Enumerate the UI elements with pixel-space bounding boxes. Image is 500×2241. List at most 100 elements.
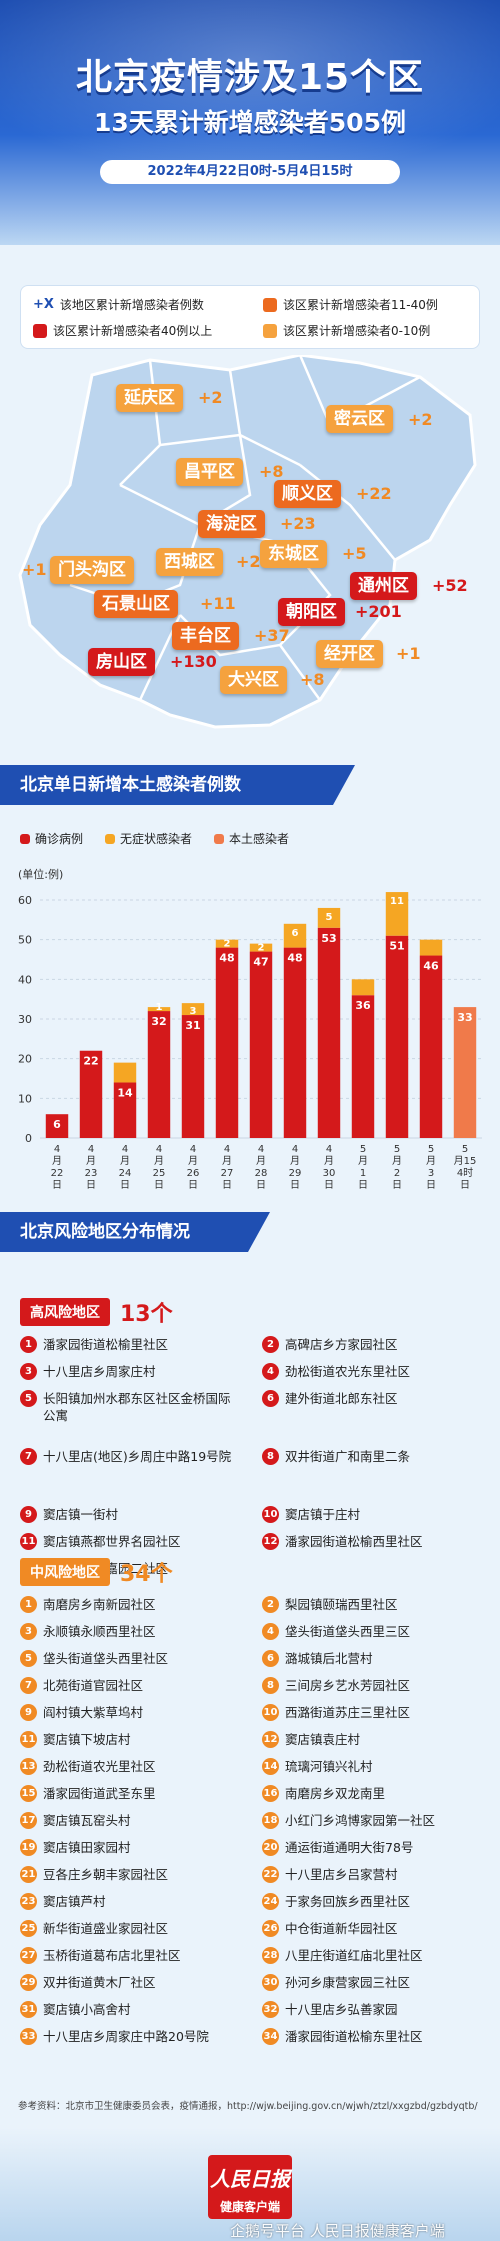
district-label-jingkai: 经开区 [316, 640, 383, 668]
x-tick-label: 月 [358, 1155, 368, 1167]
district-count-chaoyang: +201 [355, 602, 402, 621]
bar-confirmed [113, 1082, 137, 1138]
mid-risk-item: 12 窦店镇袁庄村 [262, 1731, 482, 1748]
bar-label-confirmed: 31 [185, 1019, 200, 1032]
x-tick-label: 日 [426, 1180, 436, 1191]
district-label-daxing: 大兴区 [220, 666, 287, 694]
item-number-badge: 20 [262, 1839, 279, 1856]
bar-asymptomatic [385, 892, 409, 936]
area-name: 窦店镇下坡店村 [43, 1732, 131, 1747]
mid-risk-item: 6 潞城镇后北营村 [262, 1650, 482, 1667]
area-name: 梨园镇颐瑞西里社区 [285, 1597, 398, 1612]
area-name: 豆各庄乡朝丰家园社区 [43, 1867, 169, 1882]
source-note: 参考资料：北京市卫生健康委员会表，疫情通报，http://wjw.beijing… [18, 2101, 478, 2112]
mid-risk-tag: 中风险地区 [20, 1558, 110, 1586]
legend-item-plus: +X 该地区累计新增感染者例数 [33, 296, 204, 313]
x-tick-label: 2 [394, 1168, 400, 1179]
high-risk-item: 12 潘家园街道松榆西里社区 [262, 1533, 482, 1550]
x-tick-label: 月 [86, 1155, 96, 1167]
bar-label-confirmed: 51 [389, 940, 404, 953]
item-number-badge: 25 [20, 1920, 37, 1937]
x-tick-label: 日 [256, 1180, 266, 1191]
area-name: 通运街道通明大街78号 [285, 1840, 414, 1855]
district-label-chaoyang: 朝阳区 [278, 598, 345, 626]
high-risk-item: 3 十八里店乡周家庄村 [20, 1363, 240, 1380]
item-number-badge: 11 [20, 1533, 37, 1550]
bar-asymptomatic [317, 907, 341, 928]
mid-risk-item: 33 十八里店乡周家庄中路20号院 [20, 2028, 240, 2045]
district-label-dongcheng: 东城区 [260, 540, 327, 568]
area-name: 潘家园街道武圣东里 [43, 1786, 156, 1801]
x-tick-label: 日 [460, 1180, 470, 1191]
area-name: 长阳镇加州水郡东区社区金桥国际公寓 [43, 1391, 231, 1423]
district-count-fangshan: +130 [170, 652, 217, 671]
mid-risk-item: 5 垡头街道垡头西里社区 [20, 1650, 240, 1667]
bar-label-confirmed: 6 [53, 1118, 61, 1131]
item-number-badge: 4 [262, 1363, 279, 1380]
x-tick-label: 月 [324, 1155, 334, 1167]
area-name: 潘家园街道松榆东里社区 [285, 2029, 423, 2044]
area-name: 窦店镇田家园村 [43, 1840, 131, 1855]
bar-confirmed [283, 947, 307, 1138]
bar-confirmed [385, 935, 409, 1138]
bar-label-confirmed: 36 [355, 999, 371, 1012]
area-name: 垡头街道垡头西里三区 [285, 1624, 411, 1639]
x-tick-label: 月 [52, 1155, 62, 1167]
legend-asymptomatic-swatch [105, 833, 116, 844]
area-name: 窦店镇燕都世界名园社区 [43, 1534, 181, 1549]
x-tick-label: 月 [290, 1155, 300, 1167]
bar-confirmed [317, 927, 341, 1138]
area-name: 垡头街道垡头西里社区 [43, 1651, 169, 1666]
legend-local-label: 本土感染者 [229, 832, 290, 846]
date-range-badge: 2022年4月22日0时-5月4日15时 [100, 160, 400, 184]
item-number-badge: 32 [262, 2001, 279, 2018]
x-tick-label: 5 [428, 1144, 434, 1155]
bar-asymptomatic [181, 1003, 205, 1016]
chart-section-title: 北京单日新增本土感染者例数 [20, 775, 241, 795]
mid-risk-item: 14 琉璃河镇兴礼村 [262, 1758, 482, 1775]
legend-asymptomatic: 无症状感染者 [105, 830, 192, 847]
bar-label-confirmed: 22 [83, 1055, 98, 1068]
district-count-tongzhou: +52 [432, 576, 468, 595]
mid-risk-item: 17 窦店镇瓦窑头村 [20, 1812, 240, 1829]
legend-local-swatch [214, 833, 225, 844]
area-name: 三间房乡艺水芳园社区 [285, 1678, 411, 1693]
mid-risk-item: 29 双井街道黄木厂社区 [20, 1974, 240, 1991]
bar-label-asymptomatic: 11 [390, 896, 404, 907]
logo-line2: 健康客户端 [219, 2200, 280, 2214]
district-label-shijingshan: 石景山区 [94, 590, 178, 618]
mid-risk-item: 1 南磨房乡南新园社区 [20, 1596, 240, 1613]
item-number-badge: 7 [20, 1448, 37, 1465]
x-tick-label: 月 [120, 1155, 130, 1167]
people-daily-logo: 人民日报 健康客户端 [208, 2155, 292, 2219]
bar-label-confirmed: 48 [287, 952, 302, 965]
x-tick-label: 日 [120, 1180, 130, 1191]
bar-label-confirmed: 32 [151, 1015, 166, 1028]
item-number-badge: 1 [20, 1596, 37, 1613]
district-label-miyun: 密云区 [326, 405, 393, 433]
high-risk-item: 1 潘家园街道松榆里社区 [20, 1336, 240, 1353]
area-name: 十八里店(地区)乡周庄中路19号院 [43, 1449, 232, 1464]
legend-item-0-10: 该区累计新增感染者0-10例 [263, 322, 430, 339]
x-tick-label: 月 [426, 1155, 436, 1167]
item-number-badge: 6 [262, 1650, 279, 1667]
risk-section-banner: 北京风险地区分布情况 [0, 1212, 270, 1252]
district-count-changping: +8 [259, 462, 284, 481]
x-tick-label: 29 [289, 1168, 302, 1179]
item-number-badge: 9 [20, 1704, 37, 1721]
x-tick-label: 月 [154, 1155, 164, 1167]
mid-risk-item: 9 阎村镇大紫草坞村 [20, 1704, 240, 1721]
district-label-xicheng: 西城区 [156, 548, 223, 576]
bar-label-confirmed: 48 [219, 952, 234, 965]
area-name: 十八里店乡吕家营村 [285, 1867, 398, 1882]
mid-risk-item: 25 新华街道盛业家园社区 [20, 1920, 240, 1937]
header-glow [0, 0, 500, 180]
mid-risk-item: 13 劲松街道农光里社区 [20, 1758, 240, 1775]
legend-over40-text: 该区累计新增感染者40例以上 [53, 324, 213, 338]
x-tick-label: 5 [394, 1144, 400, 1155]
x-tick-label: 5 [462, 1144, 468, 1155]
area-name: 十八里店乡周家庄村 [43, 1364, 156, 1379]
bar-asymptomatic [147, 1007, 171, 1012]
map-legend: +X 该地区累计新增感染者例数 该区累计新增感染者40例以上 该区累计新增感染者… [20, 285, 480, 349]
mid-risk-item: 3 永顺镇永顺西里社区 [20, 1623, 240, 1640]
